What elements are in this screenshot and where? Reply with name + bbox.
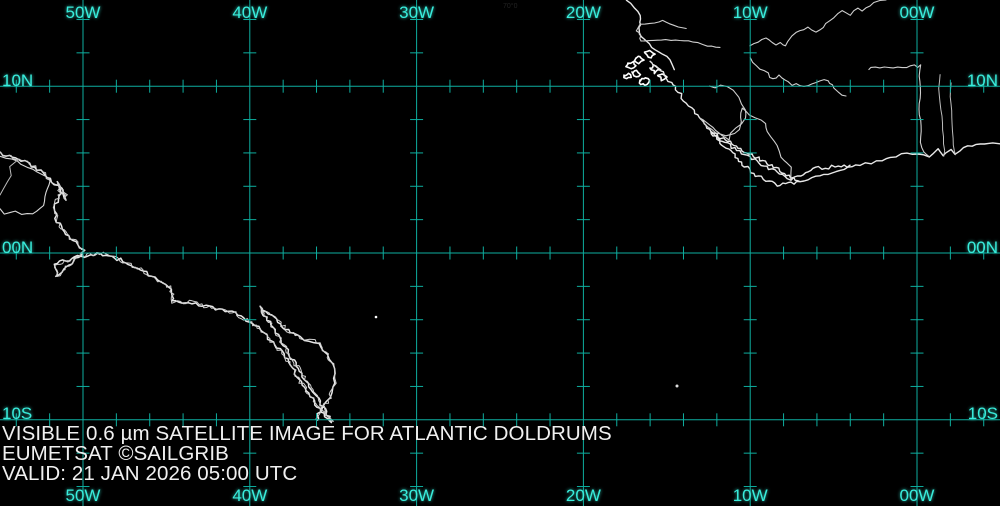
svg-text:70°0: 70°0 [503,2,518,10]
